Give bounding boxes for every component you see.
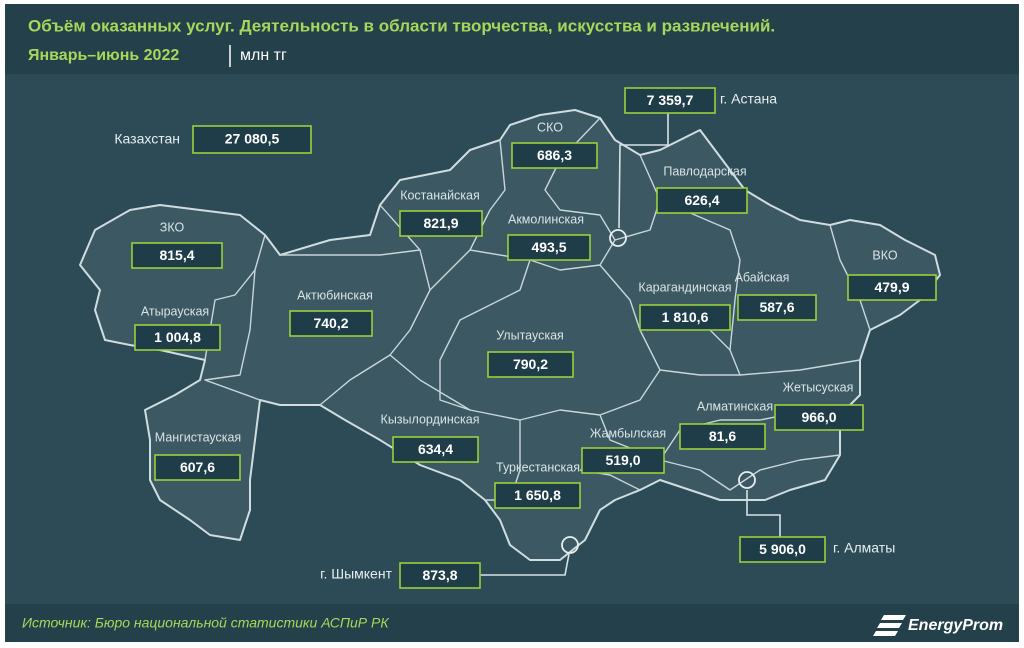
city-dot [609, 229, 627, 247]
region-name: Мангистауская [155, 430, 241, 444]
value-box [399, 210, 483, 237]
value-label: 740,2 [313, 315, 348, 331]
value-box [289, 310, 373, 337]
value-box [774, 404, 864, 431]
city-name: г. Алматы [833, 540, 895, 556]
value-box [679, 423, 766, 450]
value-box [392, 436, 479, 463]
value-label: 587,6 [759, 299, 794, 315]
value-box [739, 536, 826, 563]
city-name: г. Астана [720, 91, 777, 107]
value-box [847, 274, 937, 301]
header-band [5, 4, 1019, 74]
city-dot [738, 471, 756, 489]
region-name: Жамбылская [590, 426, 666, 440]
value-box [624, 87, 716, 114]
city-name: г. Шымкент [320, 566, 392, 582]
total-label: Казахстан [114, 131, 180, 147]
source: Источник: Бюро национальной статистики А… [22, 615, 389, 631]
value-label: 81,6 [709, 428, 736, 444]
value-box [581, 447, 665, 474]
value-box [399, 562, 481, 589]
value-box [737, 294, 817, 321]
value-box [511, 142, 598, 169]
value-label: 873,8 [422, 567, 457, 583]
region-name: Карагандинская [638, 280, 731, 294]
value-label: 821,9 [423, 215, 458, 231]
region-name: Улытауская [496, 328, 564, 342]
value-label: 607,6 [180, 459, 215, 475]
value-label: 7 359,7 [647, 92, 694, 108]
region-name: Акмолинская [508, 212, 584, 226]
value-label: 686,3 [537, 147, 572, 163]
value-box [507, 234, 591, 261]
total-value: 27 080,5 [225, 131, 280, 147]
value-label: 790,2 [513, 356, 548, 372]
connector [746, 490, 781, 537]
value-box [494, 482, 581, 509]
value-box [134, 324, 221, 351]
value-label: 1 004,8 [154, 329, 201, 345]
region-name: Жетысуская [783, 380, 854, 394]
region-name: Костанайская [400, 188, 480, 202]
brand-icon [873, 615, 906, 636]
region-name: Актюбинская [297, 288, 373, 302]
value-label: 966,0 [801, 409, 836, 425]
value-label: 519,0 [605, 452, 640, 468]
footer-band [5, 604, 1019, 642]
region-name: СКО [537, 120, 563, 134]
region-name: ЗКО [160, 220, 185, 234]
value-label: 634,4 [418, 441, 453, 457]
value-label: 626,4 [684, 192, 719, 208]
region-borders [204, 117, 871, 501]
value-label: 1 810,6 [662, 309, 709, 325]
city-dot [561, 536, 579, 554]
region-name: Павлодарская [663, 164, 746, 178]
value-label: 479,9 [874, 279, 909, 295]
value-box [154, 454, 241, 481]
value-box [131, 242, 223, 269]
value-label: 815,4 [159, 247, 194, 263]
brand-logo: EnergyProm [873, 615, 1003, 636]
region-name: Туркестанская [496, 460, 580, 474]
region-name: ВКО [872, 248, 897, 262]
connector [480, 553, 570, 576]
title: Объём оказанных услуг. Деятельность в об… [28, 16, 775, 35]
region-name: Кызылординская [381, 412, 480, 426]
connector [618, 113, 669, 229]
value-box [639, 304, 731, 331]
value-label: 493,5 [531, 239, 566, 255]
value-label: 5 906,0 [759, 541, 806, 557]
region-name: Алматинская [697, 399, 773, 413]
value-box [487, 351, 574, 378]
labels: ЗКО 815,4 Атырауская 1 004,8 Мангистауская 60… [114, 87, 937, 589]
value-box [192, 125, 312, 154]
period: Январь–июнь 2022 [28, 47, 179, 64]
value-box [656, 187, 748, 214]
brand: EnergyProm [908, 617, 1003, 634]
value-label: 1 650,8 [514, 487, 561, 503]
region-name: Абайская [735, 270, 790, 284]
unit: млн тг [240, 47, 287, 64]
region-name: Атырауская [141, 304, 209, 318]
